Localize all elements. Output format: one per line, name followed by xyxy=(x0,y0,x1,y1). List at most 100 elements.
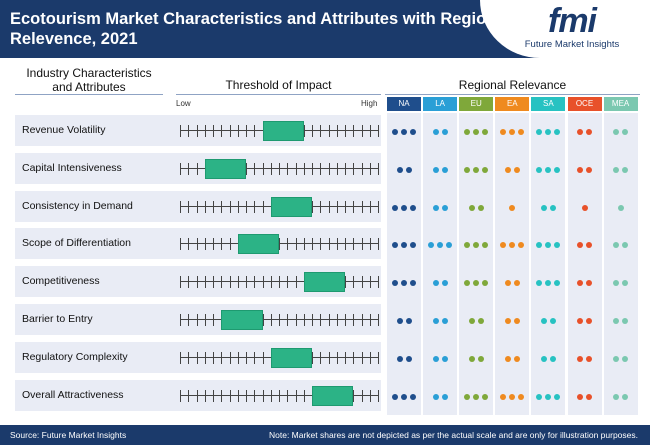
track-tick xyxy=(336,314,338,326)
region-dots-la xyxy=(423,317,457,325)
track-tick xyxy=(345,238,346,251)
relevance-dot xyxy=(500,393,507,400)
relevance-dot xyxy=(509,129,516,135)
track-tick xyxy=(336,200,338,213)
track-tick xyxy=(378,351,379,364)
relevance-dot xyxy=(586,280,592,287)
relevance-dot xyxy=(401,129,407,135)
track-tick xyxy=(213,238,214,251)
track-tick xyxy=(320,238,322,251)
track-tick xyxy=(345,125,346,137)
track-tick xyxy=(320,125,322,137)
track-tick xyxy=(254,351,256,364)
relevance-dot xyxy=(392,280,398,287)
track-tick xyxy=(204,200,206,213)
track-tick xyxy=(237,125,239,137)
track-tick xyxy=(287,389,289,402)
relevance-dot xyxy=(545,129,552,135)
track-tick xyxy=(221,200,223,213)
relevance-dot xyxy=(577,355,583,362)
track-tick xyxy=(295,238,297,251)
region-dots-ea xyxy=(495,241,529,249)
relevance-dot xyxy=(432,355,439,362)
row-label: Regulatory Complexity xyxy=(22,350,128,363)
relevance-dot xyxy=(468,355,475,362)
track-tick xyxy=(229,200,231,213)
relevance-dot xyxy=(504,280,511,287)
track-tick xyxy=(295,314,297,326)
header-logo-area xyxy=(480,0,650,58)
region-dots-la xyxy=(423,204,457,212)
track-tick xyxy=(270,389,272,402)
region-header-la: LA xyxy=(423,97,458,111)
region-dots-mea xyxy=(604,355,638,363)
relevance-dot xyxy=(396,355,403,362)
region-dots-mea xyxy=(604,317,638,325)
region-dots-na xyxy=(387,279,421,287)
track-tick xyxy=(213,351,214,364)
row-label: Revenue Volatility xyxy=(22,124,106,136)
relevance-dot xyxy=(536,393,543,400)
relevance-dot xyxy=(518,129,525,135)
region-dots-la xyxy=(423,279,457,287)
track-tick xyxy=(221,276,223,289)
relevance-dot xyxy=(405,318,412,324)
track-tick xyxy=(295,389,297,402)
relevance-dot xyxy=(513,280,520,287)
relevance-dot xyxy=(473,280,480,287)
relevance-dot xyxy=(504,166,511,173)
track-tick xyxy=(246,389,247,402)
relevance-dot xyxy=(405,166,412,173)
relevance-dot xyxy=(446,242,453,249)
low-label: Low xyxy=(176,99,191,108)
track-tick xyxy=(246,125,247,137)
track-tick xyxy=(237,389,239,402)
track-tick xyxy=(254,162,256,175)
relevance-dot xyxy=(401,204,407,211)
threshold-bar xyxy=(312,385,354,406)
region-dots-oce xyxy=(568,241,602,249)
relevance-dot xyxy=(405,355,412,362)
region-dots-ea xyxy=(495,317,529,325)
relevance-dot xyxy=(617,204,624,211)
track-tick xyxy=(287,162,289,175)
track-tick xyxy=(180,276,181,289)
track-tick xyxy=(279,314,280,326)
track-tick xyxy=(213,125,214,137)
track-tick xyxy=(295,276,297,289)
relevance-dot xyxy=(613,242,620,249)
track-tick xyxy=(328,125,330,137)
relevance-dot xyxy=(613,355,620,362)
relevance-dot xyxy=(464,242,471,249)
track-tick xyxy=(353,314,355,326)
track-tick xyxy=(361,238,363,251)
relevance-dot xyxy=(432,129,439,135)
region-dots-la xyxy=(423,166,457,174)
relevance-dot xyxy=(432,204,439,211)
track-tick xyxy=(287,276,289,289)
relevance-dot xyxy=(513,355,520,362)
track-tick xyxy=(312,162,313,175)
relevance-dot xyxy=(477,204,484,211)
region-dots-ea xyxy=(495,393,529,401)
relevance-dot xyxy=(549,318,556,324)
industry-column-header: Industry Characteristics and Attributes xyxy=(26,66,152,94)
region-dots-mea xyxy=(604,279,638,287)
relevance-dot xyxy=(586,318,592,324)
track-tick xyxy=(361,125,363,137)
relevance-dot xyxy=(622,166,629,173)
relevance-dot xyxy=(392,242,398,249)
region-dots-la xyxy=(423,128,457,136)
region-dots-mea xyxy=(604,241,638,249)
track-tick xyxy=(229,389,231,402)
track-tick xyxy=(328,351,330,364)
region-dots-oce xyxy=(568,128,602,136)
relevance-dot xyxy=(392,204,398,211)
track-tick xyxy=(196,125,198,137)
track-tick xyxy=(361,351,363,364)
relevance-dot xyxy=(513,166,520,173)
track-tick xyxy=(378,314,379,326)
relevance-dot xyxy=(441,318,448,324)
region-dots-eu xyxy=(459,393,493,401)
threshold-bar xyxy=(270,347,312,368)
